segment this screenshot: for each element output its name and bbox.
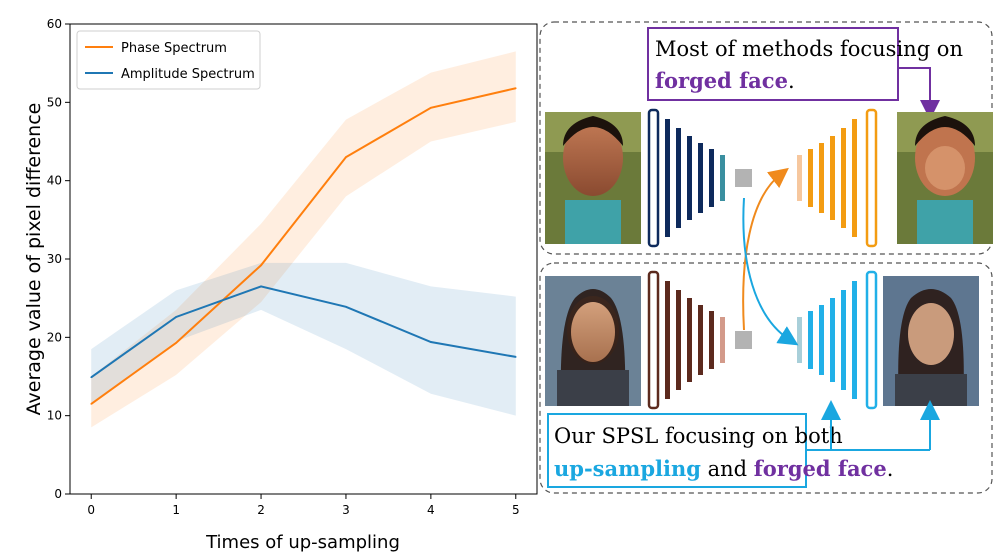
point-series-0-4 (430, 107, 432, 109)
top-callout-line1: Most of methods focusing on (655, 37, 963, 61)
y-axis-title: Average value of pixel difference (23, 103, 45, 416)
band-series-0 (91, 51, 516, 428)
point-series-0-1 (175, 342, 177, 344)
encoder-layer (698, 143, 703, 213)
confidence-bands (91, 51, 516, 428)
decoder-output-frame (865, 270, 878, 410)
encoder-layer (720, 317, 725, 363)
decoder-layer (852, 281, 857, 399)
decoder-layer (852, 119, 857, 237)
network-top (647, 108, 878, 248)
bottom-callout-box (547, 413, 807, 488)
bottom-callout-line2: up-sampling and forged face. (554, 456, 893, 481)
decoder-layer (808, 311, 813, 369)
x-tick-label: 3 (342, 503, 350, 517)
point-series-0-3 (345, 156, 347, 158)
point-series-1-2 (260, 285, 262, 288)
decoder-layer (841, 290, 846, 390)
encoder-input-frame (647, 108, 660, 248)
point-series-1-1 (175, 316, 177, 318)
y-tick-label: 50 (47, 95, 62, 109)
encoder-layer (720, 155, 725, 201)
spsl-diagram: Most of methods focusing on forged face. (539, 21, 993, 494)
point-series-1-0 (90, 376, 93, 379)
network-bottom (647, 270, 878, 410)
encoder-layer (665, 119, 670, 237)
input-face-image-top (545, 112, 641, 244)
legend-label-phase: Phase Spectrum (121, 41, 227, 56)
output-face-image-top (897, 112, 993, 244)
decoder-layer (819, 305, 824, 375)
point-series-0-5 (514, 87, 517, 90)
y-axis-ticks: 0 10 20 30 40 50 60 (47, 17, 70, 501)
decoder-layer (841, 128, 846, 228)
x-tick-label: 0 (87, 503, 95, 517)
line-chart: 0 10 20 30 40 50 60 0 1 2 3 4 5 Average value of pi… (23, 17, 538, 553)
decoder-layer (830, 298, 835, 382)
x-tick-label: 1 (172, 503, 180, 517)
point-series-1-5 (514, 356, 517, 358)
encoder-input-frame (647, 270, 660, 410)
series-lines (90, 87, 517, 405)
decoder-output-frame (865, 108, 878, 248)
latent-block (735, 331, 752, 349)
encoder-layer (709, 149, 714, 207)
encoder-layer (676, 290, 681, 390)
encoder-layer (687, 298, 692, 382)
x-tick-label: 4 (427, 503, 435, 517)
point-series-1-4 (430, 341, 432, 343)
cross-arrow-orange (742, 167, 789, 331)
line-series-0 (90, 87, 516, 405)
bottom-callout-line1: Our SPSL focusing on both (554, 424, 843, 448)
decoder-layer (808, 149, 813, 207)
y-tick-label: 10 (47, 409, 62, 423)
legend: Phase Spectrum Amplitude Spectrum (76, 30, 261, 90)
point-series-0-0 (90, 403, 93, 405)
output-face-image-bottom (883, 276, 979, 406)
x-axis-ticks: 0 1 2 3 4 5 (87, 494, 520, 517)
legend-label-amplitude: Amplitude Spectrum (121, 67, 255, 82)
y-tick-label: 0 (54, 487, 62, 501)
band-series-1 (91, 262, 516, 416)
decoder-layer (797, 317, 802, 363)
top-callout-box (647, 27, 899, 101)
top-callout-line2: forged face. (655, 68, 795, 93)
encoder-layer (687, 136, 692, 220)
y-tick-label: 40 (47, 174, 62, 188)
legend-box (76, 30, 261, 90)
point-series-1-3 (345, 305, 347, 308)
bottom-panel (539, 262, 993, 494)
decoder-layer (819, 143, 824, 213)
encoder-layer (665, 281, 670, 399)
line-series-1 (90, 285, 516, 379)
input-face-image-bottom (545, 276, 641, 406)
y-tick-label: 20 (47, 330, 62, 344)
y-tick-label: 30 (47, 252, 62, 266)
decoder-layer (830, 136, 835, 220)
encoder-layer (676, 128, 681, 228)
top-callout-arrow (898, 67, 940, 120)
y-tick-label: 60 (47, 17, 62, 31)
top-panel (539, 21, 993, 255)
cross-arrow-cyan (742, 197, 799, 346)
decoder-layer (797, 155, 802, 201)
x-tick-label: 5 (512, 503, 520, 517)
x-tick-label: 2 (257, 503, 265, 517)
latent-block (735, 169, 752, 187)
encoder-layer (698, 305, 703, 375)
encoder-layer (709, 311, 714, 369)
x-axis-title: Times of up-sampling (205, 532, 400, 553)
point-series-0-2 (260, 264, 262, 267)
